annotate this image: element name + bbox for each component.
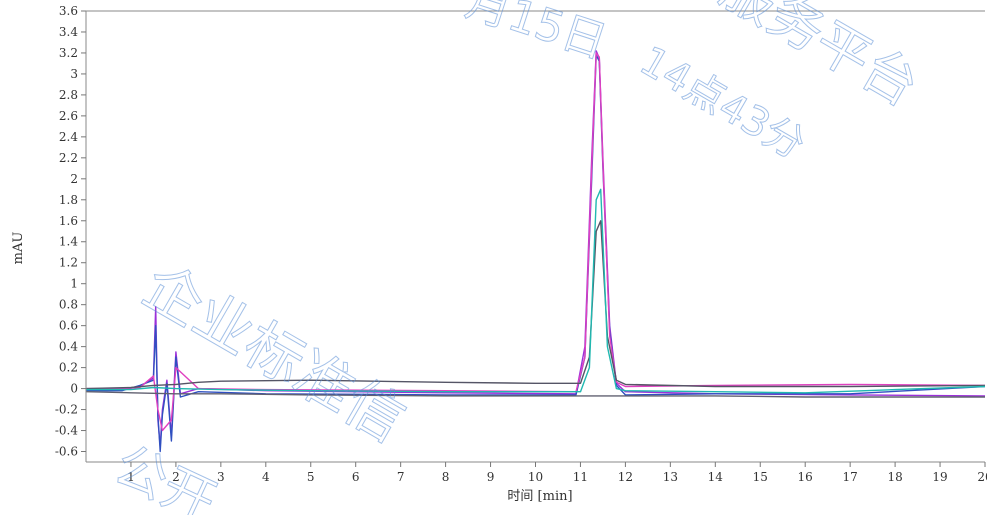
x-tick-label: 13 <box>663 470 678 484</box>
x-tick-label: 2 <box>172 470 180 484</box>
y-tick-label: 2 <box>70 172 78 186</box>
y-tick-label: 1.4 <box>59 235 78 249</box>
series-line-6 <box>85 391 985 398</box>
y-tick-label: -0.2 <box>55 403 78 417</box>
axes-layer: -0.6 -0.4 -0.2 0 0.2 0.4 0.6 0.8 1 1.2 1.4 1.6 1.8 2 2… <box>55 4 987 484</box>
x-tick-label: 10 <box>528 470 543 484</box>
y-tick-label: 3 <box>70 67 78 81</box>
y-axis-title: mAU <box>11 232 26 265</box>
x-tick-label: 5 <box>307 470 315 484</box>
x-tick-label: 17 <box>843 470 858 484</box>
x-tick-label: 20 <box>977 470 987 484</box>
x-axis-title: 时间 [min] <box>507 489 572 504</box>
y-tick-label: 3.2 <box>59 46 78 60</box>
y-tick-label: 0.4 <box>59 340 78 354</box>
y-tick-label: -0.6 <box>55 445 78 459</box>
x-tick-label: 11 <box>573 470 588 484</box>
y-tick-label: 1.8 <box>59 193 78 207</box>
x-tick-label: 3 <box>217 470 225 484</box>
x-tick-label: 7 <box>397 470 405 484</box>
y-tick-label: 0.8 <box>59 298 78 312</box>
y-tick-label: 2.4 <box>59 130 78 144</box>
y-tick-label: -0.4 <box>55 424 79 438</box>
x-tick-label: 19 <box>932 470 947 484</box>
series-line-4 <box>85 220 986 390</box>
y-tick-label: 1.2 <box>59 256 78 270</box>
x-tick-label: 4 <box>262 470 270 484</box>
y-tick-label: 3.4 <box>59 25 78 39</box>
y-tick-label: 0.2 <box>59 361 78 375</box>
y-tick-label: 2.6 <box>59 109 78 123</box>
x-tick-label: 14 <box>708 470 724 484</box>
x-tick-label: 6 <box>352 470 360 484</box>
x-tick-label: 1 <box>127 470 135 484</box>
x-tick-label: 8 <box>442 470 450 484</box>
y-tick-label: 2.2 <box>59 151 78 165</box>
plot-layer <box>85 50 986 453</box>
series-line-5 <box>86 188 986 394</box>
x-tick-label: 15 <box>753 470 768 484</box>
x-tick-label: 12 <box>618 470 633 484</box>
y-tick-label: 0.6 <box>59 319 78 333</box>
y-tick-label: 2.8 <box>59 88 78 102</box>
x-tick-label: 9 <box>487 470 495 484</box>
y-tick-label: 3.6 <box>59 4 78 18</box>
y-tick-label: 0 <box>70 382 78 396</box>
y-tick-label: 1 <box>70 277 78 291</box>
x-tick-label: 18 <box>887 470 902 484</box>
x-tick-label: 16 <box>798 470 813 484</box>
y-tick-label: 1.6 <box>59 214 78 228</box>
